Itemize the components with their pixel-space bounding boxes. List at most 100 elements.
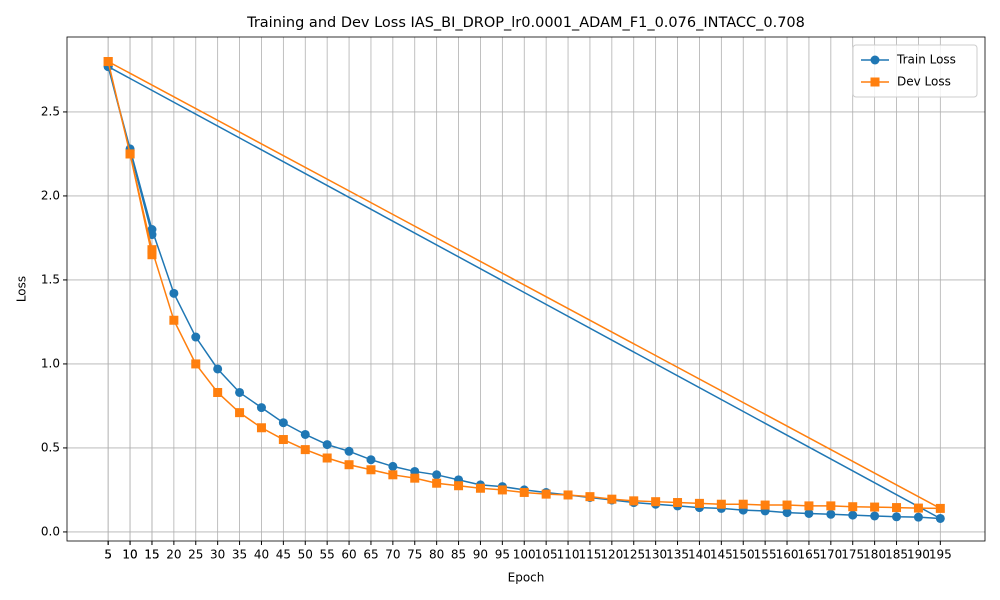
x-tick-label: 85 [451,548,466,562]
legend-marker [870,55,880,65]
plot-frame [66,36,986,542]
data-point [804,508,814,518]
x-tick-label: 110 [557,548,580,562]
data-point [300,429,310,439]
data-point [629,496,639,506]
x-tick-label: 25 [188,548,203,562]
legend-box [852,44,978,98]
x-tick-label: 45 [276,548,291,562]
legend-label: Train Loss [896,53,956,67]
data-point [892,503,902,513]
x-tick-label: 190 [907,548,930,562]
data-point [738,499,748,509]
x-tick-label: 155 [754,548,777,562]
data-point [213,364,223,374]
data-point [892,512,902,522]
x-tick-label: 60 [341,548,356,562]
data-point [125,149,135,159]
legend-label: Dev Loss [897,75,951,89]
data-point [322,453,332,463]
legend-marker [870,77,880,87]
data-point [300,445,310,455]
data-point [826,509,836,519]
data-point [213,387,223,397]
data-point [344,446,354,456]
x-tick-label: 15 [144,548,159,562]
data-point [607,494,617,504]
x-tick-label: 5 [104,548,112,562]
data-point [235,387,245,397]
data-point [870,511,880,521]
x-tick-label: 185 [885,548,908,562]
data-point [366,455,376,465]
data-point [388,470,398,480]
x-tick-label: 115 [578,548,601,562]
data-point [673,498,683,508]
data-point [913,512,923,522]
x-tick-label: 50 [298,548,313,562]
chart-title: Training and Dev Loss IAS_BI_DROP_lr0.00… [246,15,805,31]
x-tick-label: 10 [122,548,137,562]
data-point [651,497,661,507]
data-point [782,508,792,518]
data-point [826,501,836,511]
data-point [169,288,179,298]
data-point [366,465,376,475]
x-tick-label: 175 [841,548,864,562]
data-point [913,503,923,513]
data-point [147,250,157,260]
x-tick-label: 10 [122,548,137,562]
data-point [585,492,595,502]
y-tick-label: 0.0 [41,524,60,538]
x-tick-label: 30 [210,548,225,562]
y-tick-label: 2.5 [41,104,60,118]
data-point [716,499,726,509]
data-point [760,500,770,510]
data-point [694,498,704,508]
data-point [519,487,529,497]
data-point [432,478,442,488]
x-tick-label: 170 [819,548,842,562]
x-tick-label: 35 [232,548,247,562]
y-axis-label: Loss [15,276,29,302]
x-tick-label: 160 [776,548,799,562]
x-tick-label: 145 [710,548,733,562]
x-tick-label: 20 [166,548,181,562]
x-tick-label: 40 [254,548,269,562]
data-point [103,57,113,67]
data-point [541,489,551,499]
x-tick-label: 95 [495,548,510,562]
y-tick-label: 1.0 [41,356,60,370]
y-tick-label: 2.0 [41,188,60,202]
x-tick-label: 140 [688,548,711,562]
x-axis-label: Epoch [508,571,545,585]
x-tick-label: 70 [385,548,400,562]
x-tick-label: 75 [407,548,422,562]
x-tick-label: 195 [929,548,952,562]
data-point [410,473,420,483]
data-point [278,435,288,445]
x-tick-label: 150 [732,548,755,562]
data-point [848,502,858,512]
data-point [804,501,814,511]
data-point [454,481,464,491]
data-point [497,485,507,495]
x-tick-label: 80 [429,548,444,562]
x-tick-label: 165 [797,548,820,562]
y-tick-label: 1.5 [41,272,60,286]
data-point [475,483,485,493]
data-point [935,513,945,523]
data-point [191,332,201,342]
data-point [256,423,266,433]
data-point [870,502,880,512]
x-tick-label: 180 [863,548,886,562]
data-point [782,500,792,510]
data-point [432,470,442,480]
data-point [191,359,201,369]
data-point [322,440,332,450]
data-point [388,461,398,471]
data-point [256,403,266,413]
data-point [235,408,245,418]
x-tick-label: 15 [144,548,159,562]
